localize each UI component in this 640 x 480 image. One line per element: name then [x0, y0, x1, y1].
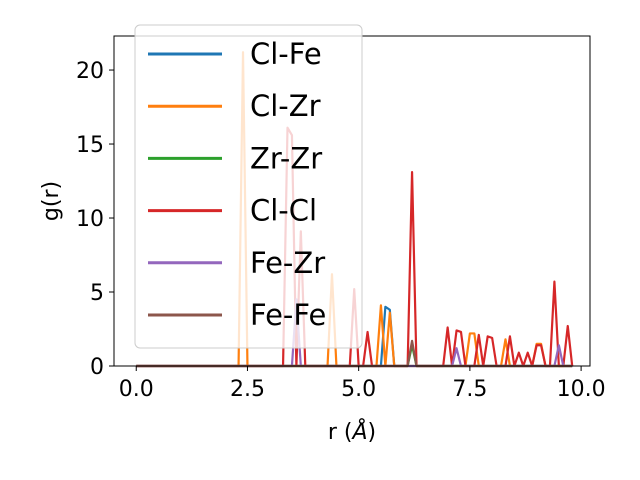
x-tick-label: 7.5 [452, 377, 487, 402]
legend-label: Cl-Zr [250, 89, 321, 123]
x-tick-label: 5.0 [341, 377, 376, 402]
y-tick-label: 15 [76, 133, 104, 158]
y-tick-label: 10 [76, 207, 104, 232]
legend-label: Fe-Fe [250, 298, 326, 332]
legend-label: Zr-Zr [250, 141, 322, 175]
y-axis: 0 5 10 15 20 [76, 59, 114, 380]
x-tick-label: 2.5 [230, 377, 265, 402]
y-tick-label: 0 [90, 355, 104, 380]
x-axis: 0.0 2.5 5.0 7.5 10.0 [119, 366, 606, 402]
y-tick-label: 5 [90, 281, 104, 306]
x-tick-label: 0.0 [119, 377, 154, 402]
legend-label: Fe-Zr [250, 246, 325, 280]
x-tick-label: 10.0 [557, 377, 606, 402]
legend-label: Cl-Cl [250, 194, 317, 228]
legend-label: Cl-Fe [250, 37, 322, 71]
legend: Cl-Fe Cl-Zr Zr-Zr Cl-Cl Fe-Zr Fe-Fe [134, 24, 363, 349]
y-tick-label: 20 [76, 59, 104, 84]
y-axis-label: g(r) [39, 181, 64, 221]
legend-box [134, 24, 363, 349]
x-axis-label: r (Å) [328, 418, 376, 445]
